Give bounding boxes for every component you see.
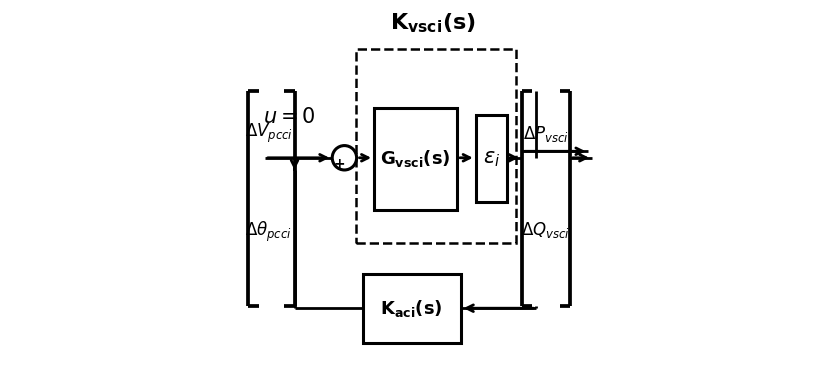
Text: $\Delta P_{vsci}$: $\Delta P_{vsci}$ (523, 124, 569, 144)
Text: $\mathbf{G_{vsci}(s)}$: $\mathbf{G_{vsci}(s)}$ (380, 148, 451, 170)
Text: $\Delta\theta_{pcci}$: $\Delta\theta_{pcci}$ (245, 220, 292, 244)
Text: $\mathbf{K_{vsci}(s)}$: $\mathbf{K_{vsci}(s)}$ (391, 11, 476, 35)
Text: $\mathbf{K_{aci}(s)}$: $\mathbf{K_{aci}(s)}$ (381, 298, 443, 319)
Bar (363, 274, 461, 342)
Text: $\boldsymbol{\varepsilon_i}$: $\boldsymbol{\varepsilon_i}$ (482, 149, 500, 169)
Bar (476, 115, 507, 202)
Text: $\mathit{u}=0$: $\mathit{u}=0$ (262, 107, 316, 127)
Text: $\Delta V_{pcci}$: $\Delta V_{pcci}$ (245, 122, 292, 145)
Text: +: + (333, 157, 345, 171)
Bar (374, 108, 457, 210)
Circle shape (332, 145, 357, 170)
Bar (356, 49, 516, 243)
Text: $\Delta Q_{vsci}$: $\Delta Q_{vsci}$ (521, 220, 571, 240)
